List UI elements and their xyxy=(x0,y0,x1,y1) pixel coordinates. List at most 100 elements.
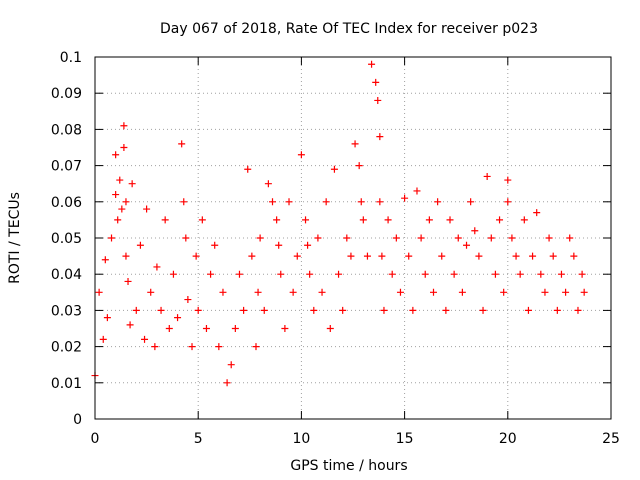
data-point xyxy=(122,252,130,260)
x-tick-label: 25 xyxy=(602,431,620,447)
data-point xyxy=(151,343,159,351)
data-point xyxy=(306,270,314,278)
data-point xyxy=(496,216,504,224)
x-axis-label: GPS time / hours xyxy=(290,458,407,474)
data-point xyxy=(112,151,120,159)
data-point xyxy=(347,252,355,260)
data-point xyxy=(235,270,243,278)
data-point xyxy=(178,140,186,148)
data-point xyxy=(215,343,223,351)
data-point xyxy=(339,306,347,314)
data-point xyxy=(425,216,433,224)
data-point xyxy=(471,227,479,235)
data-point xyxy=(182,234,190,242)
x-tick-label: 10 xyxy=(292,431,310,447)
data-point xyxy=(112,191,120,199)
data-point xyxy=(147,288,155,296)
data-point xyxy=(372,78,380,86)
x-tick-label: 0 xyxy=(91,431,100,447)
data-point xyxy=(248,252,256,260)
x-tick-label: 15 xyxy=(396,431,414,447)
data-point xyxy=(359,216,367,224)
data-point xyxy=(504,176,512,184)
data-point xyxy=(118,205,126,213)
data-point xyxy=(132,306,140,314)
y-tick-label: 0.1 xyxy=(60,50,82,66)
plot-frame xyxy=(94,56,612,420)
data-point xyxy=(99,335,107,343)
data-point xyxy=(114,216,122,224)
data-point xyxy=(174,314,182,322)
axis-ticks: 0 0.01 0.02 0.03 0.04 0.05 0.06 0.07 0.08 0.09 0.1… xyxy=(51,50,620,447)
data-point xyxy=(442,306,450,314)
y-tick-label: 0 xyxy=(73,412,82,428)
data-point xyxy=(120,144,128,151)
data-point xyxy=(533,209,541,217)
data-point xyxy=(545,234,553,242)
data-point xyxy=(384,216,392,224)
data-point xyxy=(574,306,582,314)
y-tick-label: 0.02 xyxy=(51,340,82,356)
data-point xyxy=(343,234,351,242)
data-point xyxy=(223,379,231,387)
data-point xyxy=(141,335,149,343)
data-point xyxy=(184,296,192,304)
data-point xyxy=(512,252,520,260)
data-point xyxy=(124,277,132,285)
data-point xyxy=(207,270,215,278)
y-tick-label: 0.08 xyxy=(51,122,82,138)
data-point xyxy=(330,165,338,173)
data-point xyxy=(254,288,262,296)
y-tick-label: 0.09 xyxy=(51,86,82,102)
data-point xyxy=(487,234,495,242)
data-point xyxy=(116,176,124,184)
data-point xyxy=(103,314,111,322)
data-point xyxy=(198,216,206,224)
data-point xyxy=(529,252,537,260)
data-point xyxy=(463,241,471,249)
data-point xyxy=(297,151,305,159)
data-point xyxy=(219,288,227,296)
data-point xyxy=(578,270,586,278)
data-point xyxy=(264,180,272,188)
data-point xyxy=(524,306,532,314)
data-point xyxy=(304,241,312,249)
data-point xyxy=(378,252,386,260)
data-point xyxy=(260,306,268,314)
y-tick-label: 0.04 xyxy=(51,267,82,283)
data-point xyxy=(467,198,475,206)
data-point xyxy=(314,234,322,242)
data-point xyxy=(557,270,565,278)
data-point xyxy=(500,288,508,296)
data-point xyxy=(318,288,326,296)
data-point xyxy=(351,140,359,148)
data-point xyxy=(269,198,277,206)
data-point xyxy=(405,252,413,260)
data-point xyxy=(227,361,235,369)
data-point xyxy=(516,270,524,278)
data-point xyxy=(355,162,363,170)
data-point xyxy=(126,321,134,329)
data-point xyxy=(580,288,588,296)
y-tick-label: 0.06 xyxy=(51,195,82,211)
data-point xyxy=(302,216,310,224)
data-point xyxy=(434,198,442,206)
data-point xyxy=(122,198,130,206)
data-point xyxy=(450,270,458,278)
chart-title: Day 067 of 2018, Rate Of TEC Index for r… xyxy=(160,21,538,37)
data-point xyxy=(289,288,297,296)
data-point xyxy=(537,270,545,278)
data-point xyxy=(409,306,417,314)
data-point xyxy=(541,288,549,296)
grid-layer xyxy=(95,57,611,419)
data-point xyxy=(454,234,462,242)
data-point xyxy=(566,234,574,242)
data-point xyxy=(388,270,396,278)
y-tick-label: 0.01 xyxy=(51,376,82,392)
data-point xyxy=(520,216,528,224)
data-point xyxy=(128,180,136,188)
data-point xyxy=(429,288,437,296)
data-point xyxy=(244,165,252,173)
y-tick-label: 0.03 xyxy=(51,303,82,319)
